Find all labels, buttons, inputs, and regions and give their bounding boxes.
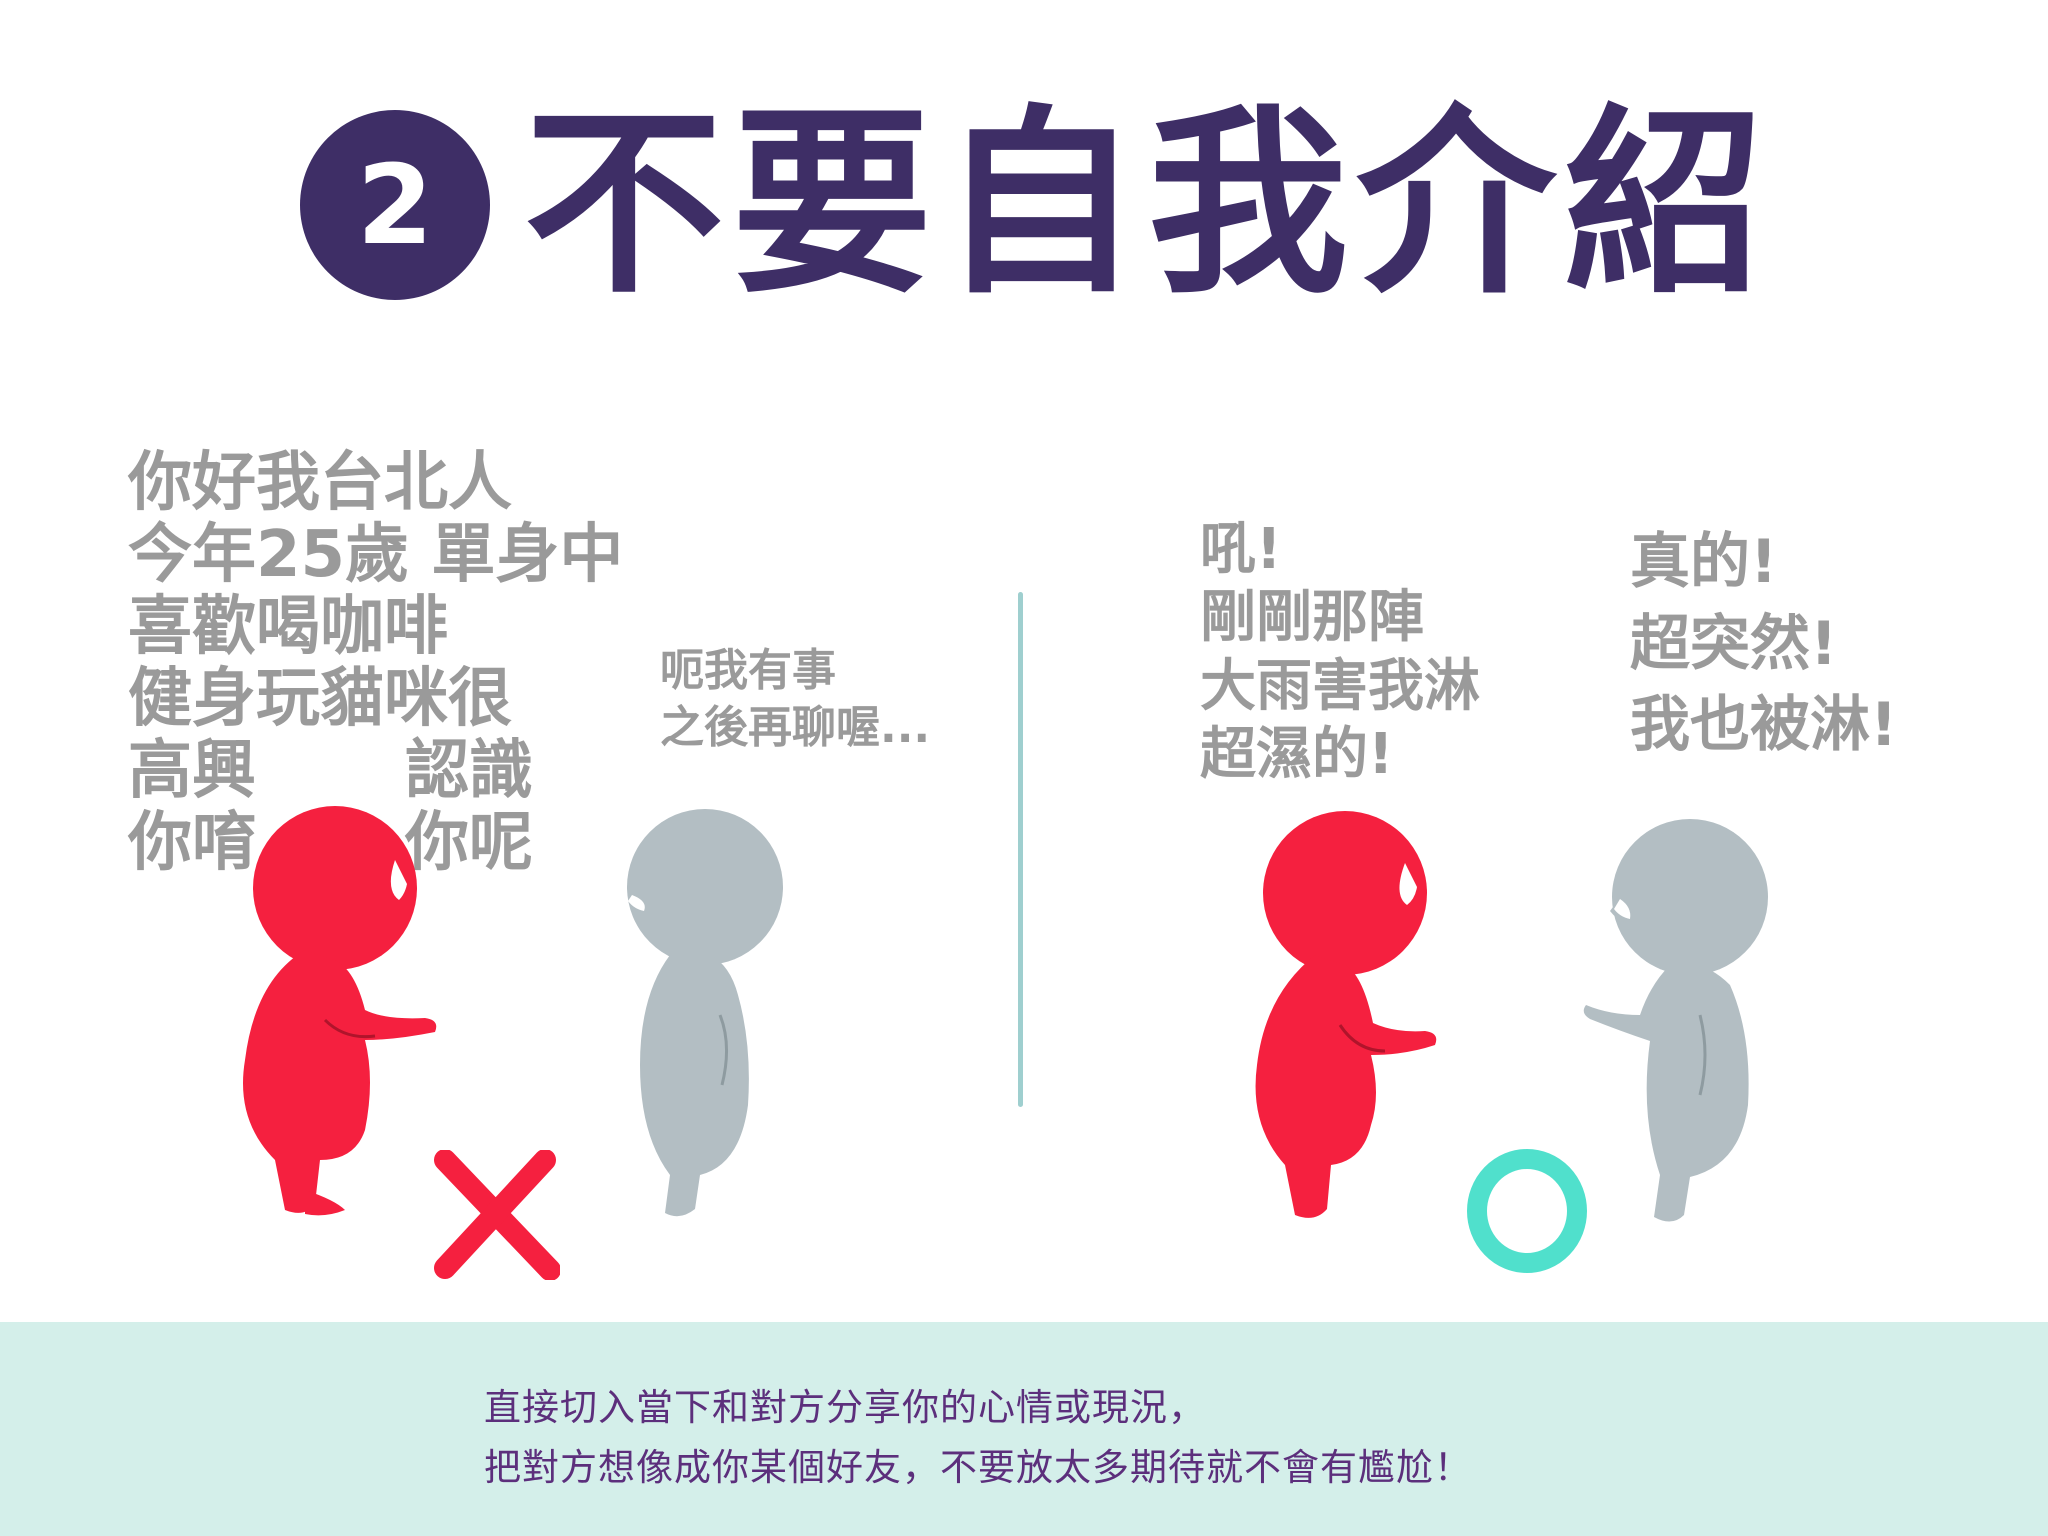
speech-line: 你好我台北人	[128, 446, 512, 520]
number-badge: 2	[300, 110, 490, 300]
speech-line: 大雨害我淋	[1200, 653, 1480, 719]
speech-line: 你呢	[405, 805, 533, 880]
speech-bubble-agree: 真的! 超突然! 我也被淋!	[1630, 522, 1897, 767]
title: 2 不要自我介紹	[300, 80, 1764, 330]
speech-bubble-self-intro: 你好我台北人 今年25歲 單身中 喜歡喝咖啡 健身玩貓咪很 高興 認識 你唷 你…	[128, 446, 624, 880]
red-figure-right	[1255, 811, 1437, 1218]
speech-bubble-rain: 吼! 剛剛那陣 大雨害我淋 超濕的!	[1200, 516, 1480, 789]
gray-figure-right	[1583, 819, 1768, 1222]
speech-line: 呃我有事	[660, 645, 836, 696]
correct-mark-icon	[1467, 1149, 1587, 1273]
speech-line: 高興	[128, 734, 256, 808]
panel-divider	[1018, 592, 1023, 1107]
footer-banner: 直接切入當下和對方分享你的心情或現況， 把對方想像成你某個好友，不要放太多期待就…	[0, 1322, 2048, 1536]
speech-line: 吼!	[1200, 517, 1282, 582]
footer-line: 直接切入當下和對方分享你的心情或現況，	[484, 1386, 1206, 1429]
title-text: 不要自我介紹	[524, 88, 1773, 321]
speech-line: 認識	[405, 734, 533, 808]
footer-text: 直接切入當下和對方分享你的心情或現況， 把對方想像成你某個好友，不要放太多期待就…	[484, 1378, 1472, 1498]
speech-line: 你唷	[128, 805, 256, 880]
speech-row: 你唷 你呢	[128, 805, 533, 880]
speech-bubble-reply: 呃我有事 之後再聊喔...	[660, 642, 930, 756]
speech-line: 真的!	[1630, 527, 1778, 597]
speech-line: 超突然!	[1630, 608, 1838, 679]
speech-line: 健身玩貓咪很	[128, 662, 512, 736]
speech-line: 喜歡喝咖啡	[128, 590, 448, 664]
gray-figure-left	[627, 809, 783, 1217]
footer-line: 把對方想像成你某個好友，不要放太多期待就不會有尷尬！	[484, 1446, 1472, 1489]
speech-line: 我也被淋!	[1630, 690, 1898, 761]
speech-line: 之後再聊喔...	[660, 702, 931, 754]
red-figure-left	[243, 806, 437, 1216]
speech-line: 今年25歲 單身中	[128, 518, 624, 592]
speech-line: 剛剛那陣	[1200, 585, 1424, 651]
speech-row: 高興 認識	[128, 734, 533, 808]
wrong-mark-icon	[434, 1150, 560, 1280]
speech-line: 超濕的!	[1200, 721, 1394, 787]
